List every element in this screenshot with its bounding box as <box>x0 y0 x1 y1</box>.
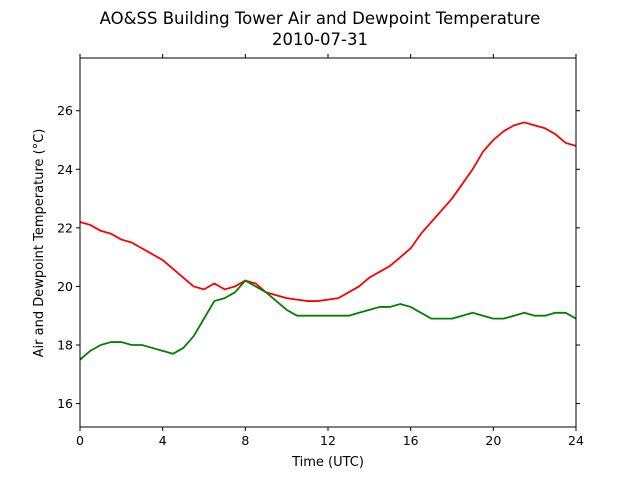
series-line-1 <box>79 121 577 302</box>
x-tick-label: 8 <box>241 433 249 448</box>
x-tick-label: 12 <box>320 433 336 448</box>
series-layer <box>79 121 577 361</box>
series-line-2 <box>79 279 577 361</box>
chart-title: AO&SS Building Tower Air and Dewpoint Te… <box>100 9 541 28</box>
x-tick-label: 4 <box>159 433 167 448</box>
y-axis-label: Air and Dewpoint Temperature (°C) <box>32 129 47 358</box>
x-tick-label: 16 <box>403 433 419 448</box>
x-tick-label: 20 <box>485 433 501 448</box>
ticks-layer: 0 4 8 12 16 20 24 16 18 20 22 24 26 <box>57 54 584 448</box>
x-tick-label: 24 <box>568 433 584 448</box>
y-tick-label: 22 <box>57 220 73 235</box>
y-tick-label: 24 <box>57 162 73 177</box>
x-tick-label: 0 <box>76 433 84 448</box>
y-tick-label: 26 <box>57 103 73 118</box>
y-tick-label: 16 <box>57 396 73 411</box>
y-tick-label: 18 <box>57 338 73 353</box>
x-axis-label: Time (UTC) <box>291 455 364 470</box>
y-tick-label: 20 <box>57 279 73 294</box>
chart-subtitle: 2010-07-31 <box>272 30 368 49</box>
plot-frame <box>79 57 577 428</box>
